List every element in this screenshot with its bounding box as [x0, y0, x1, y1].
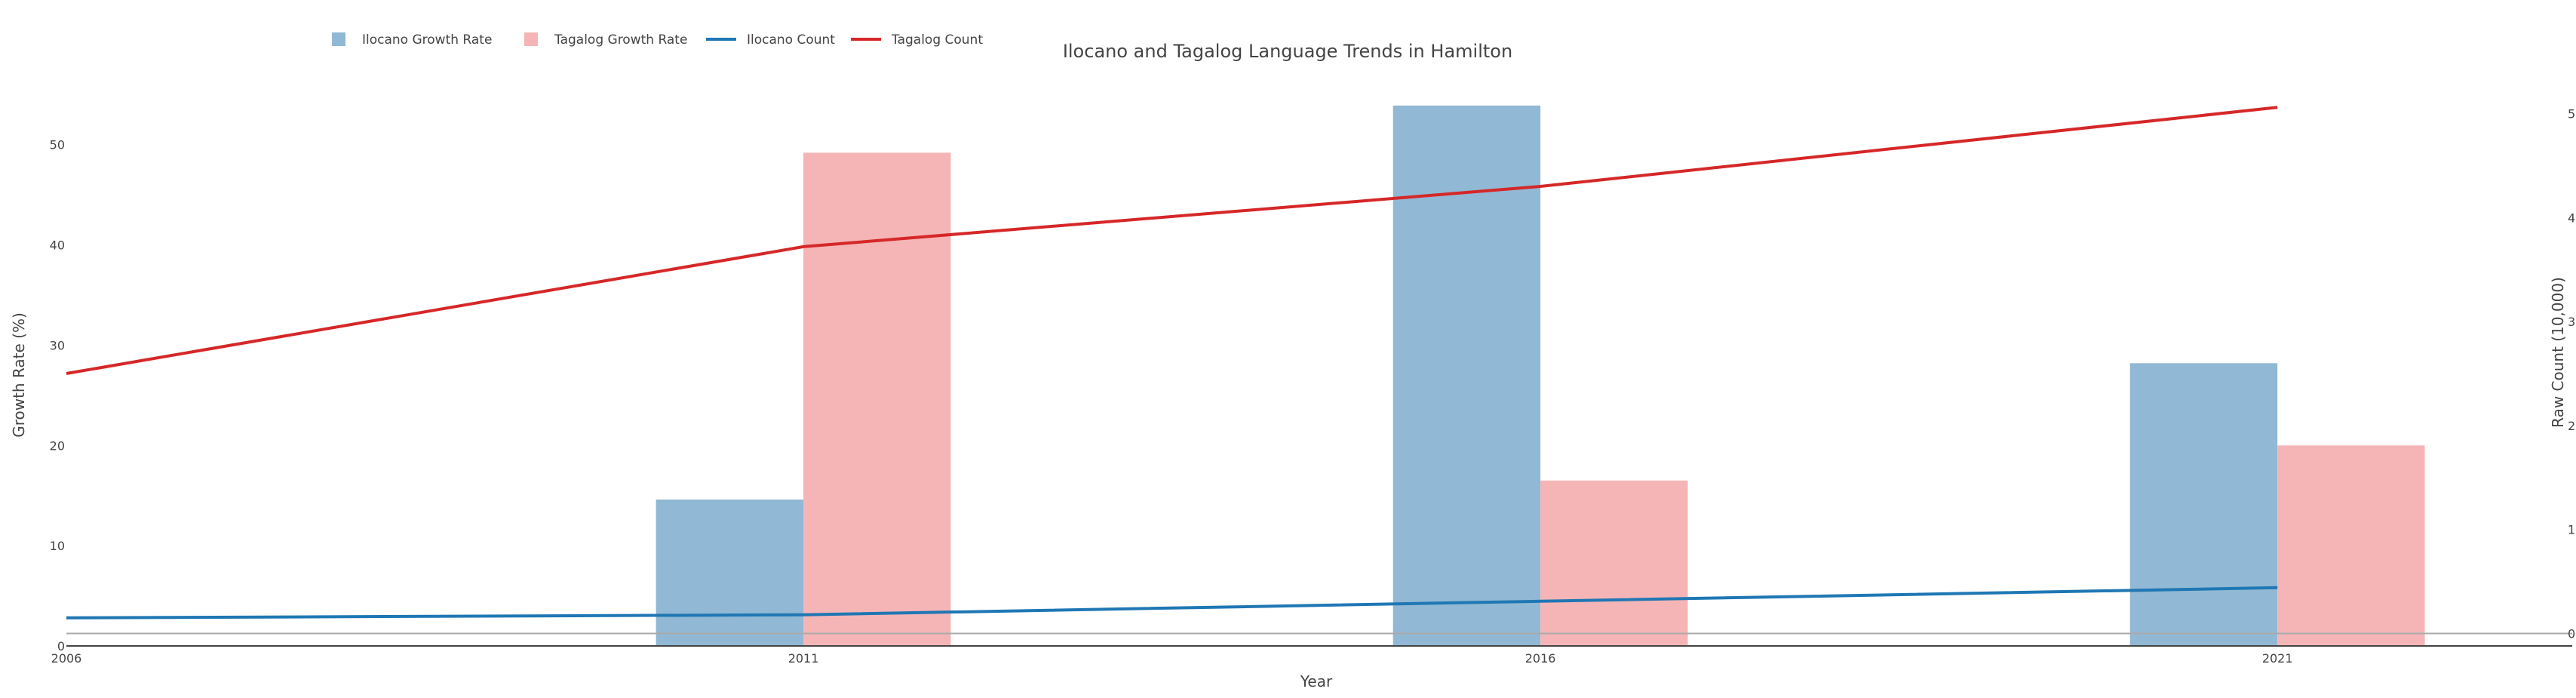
y-tick-label: 0: [57, 639, 65, 653]
legend-label: Tagalog Growth Rate: [554, 32, 687, 48]
legend-item-tagalog-growth-rate[interactable]: Tagalog Growth Rate: [524, 32, 687, 48]
y-tick-label: 50: [50, 138, 65, 152]
x-tick-label: 2021: [2262, 651, 2293, 666]
y2-tick-label: 3: [2568, 315, 2575, 329]
y2-tick-label: 1: [2568, 523, 2575, 537]
y-tick-label: 10: [50, 539, 65, 553]
bar-ilocano-growth-rate-2021: [2129, 363, 2278, 646]
chart-title: Ilocano and Tagalog Language Trends in H…: [1063, 41, 1512, 62]
legend-item-ilocano-count[interactable]: Ilocano Count: [706, 32, 835, 48]
y-axis-title: Growth Rate (%): [10, 312, 28, 438]
y2-tick-label: 5: [2568, 107, 2575, 121]
bar-ilocano-growth-rate-2016: [1392, 105, 1541, 646]
bar-tagalog-growth-rate-2016: [1540, 480, 1688, 646]
bar-tagalog-growth-rate-2021: [2277, 445, 2425, 646]
y-tick-label: 40: [50, 238, 65, 253]
legend-label: Ilocano Growth Rate: [362, 32, 492, 48]
x-tick-label: 2016: [1525, 651, 1556, 666]
y2-tick-label: 4: [2568, 211, 2575, 225]
x-tick-label: 2006: [51, 651, 82, 666]
bar-ilocano-growth-rate-2011: [656, 500, 804, 646]
x-axis-title: Year: [1300, 672, 1333, 690]
x-tick-label: 2011: [788, 651, 819, 666]
legend[interactable]: Ilocano Growth Rate Tagalog Growth Rate Il…: [332, 32, 983, 48]
y-tick-label: 20: [50, 438, 65, 453]
plot-area: 2006 2011 2016 2021 0 10 20 30 40 50 0 1 2 3 4 5: [50, 105, 2575, 666]
legend-item-tagalog-count[interactable]: Tagalog Count: [851, 32, 983, 48]
legend-swatch: [524, 32, 538, 46]
legend-label: Ilocano Count: [747, 32, 835, 48]
y2-tick-label: 2: [2568, 419, 2575, 433]
y2-axis-title: Raw Count (10,000): [2549, 277, 2567, 428]
line-tagalog-count: [66, 106, 2278, 375]
legend-label: Tagalog Count: [891, 32, 983, 48]
y-tick-label: 30: [50, 338, 65, 352]
legend-item-ilocano-growth-rate[interactable]: Ilocano Growth Rate: [332, 32, 492, 48]
bar-tagalog-growth-rate-2011: [803, 152, 951, 647]
legend-swatch: [332, 32, 345, 46]
y2-tick-label: 0: [2568, 626, 2575, 641]
line-ilocano-count: [66, 586, 2278, 620]
